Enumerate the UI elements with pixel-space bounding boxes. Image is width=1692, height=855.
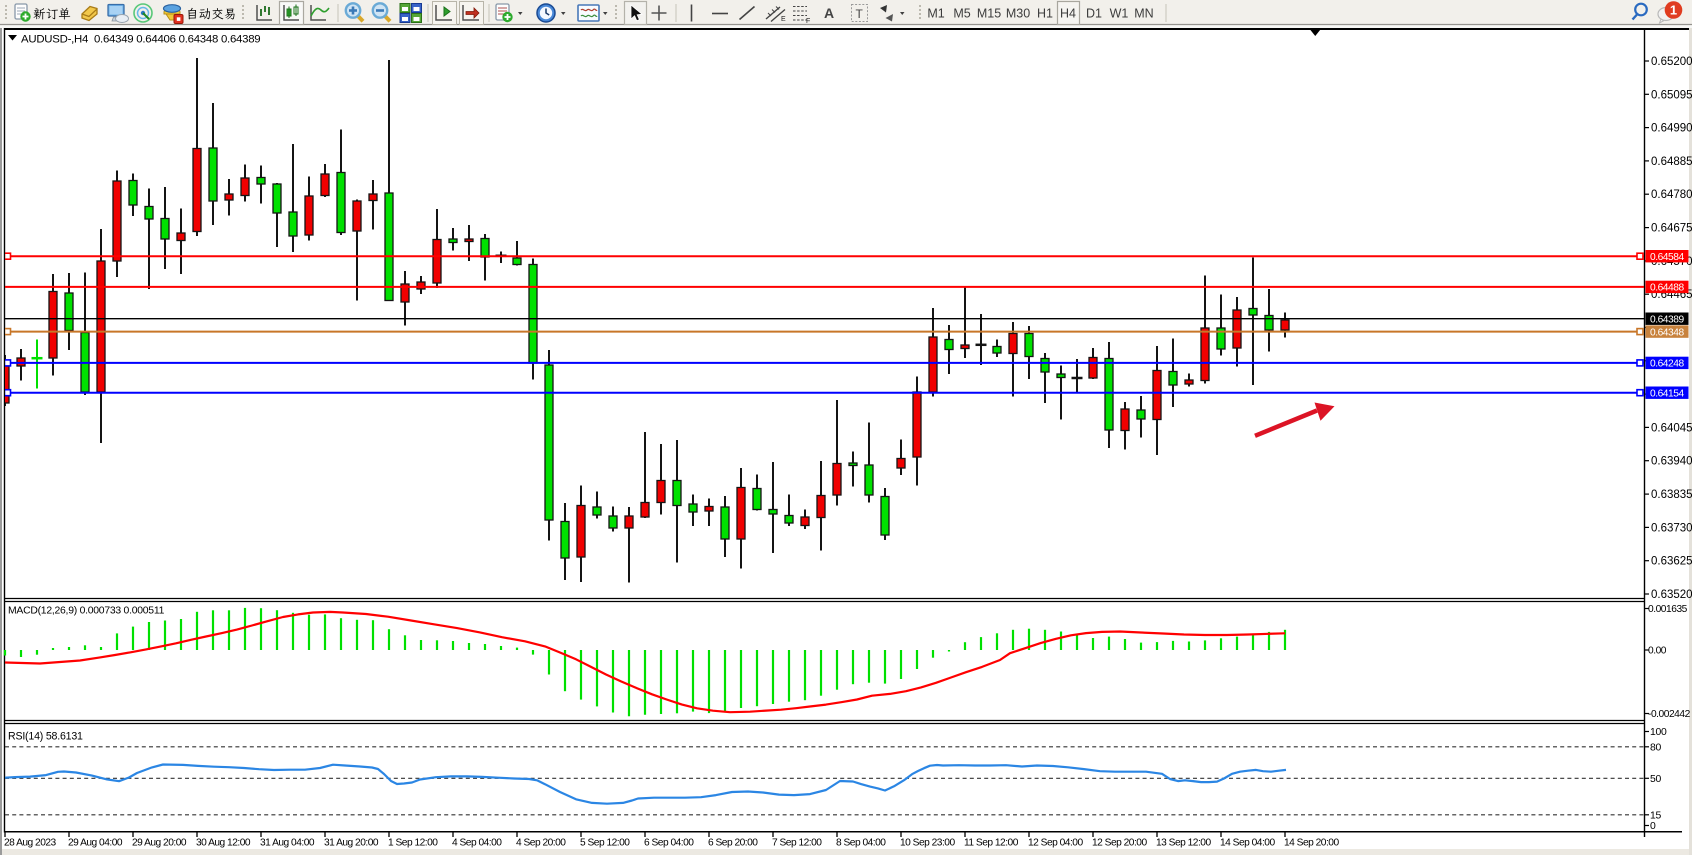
svg-text:0.64885: 0.64885 (1651, 156, 1692, 168)
svg-text:0.63520: 0.63520 (1651, 589, 1692, 601)
svg-text:0.64045: 0.64045 (1651, 422, 1692, 434)
svg-text:12 Sep 20:00: 12 Sep 20:00 (1092, 838, 1147, 849)
svg-text:12 Sep 04:00: 12 Sep 04:00 (1028, 838, 1083, 849)
svg-text:0.64348: 0.64348 (1650, 327, 1684, 338)
svg-text:15: 15 (1650, 810, 1661, 821)
svg-text:0.63835: 0.63835 (1651, 489, 1692, 501)
svg-text:F: F (806, 18, 810, 25)
svg-text:6 Sep 04:00: 6 Sep 04:00 (644, 838, 694, 849)
svg-text:0.64389: 0.64389 (1650, 315, 1684, 326)
svg-text:7 Sep 12:00: 7 Sep 12:00 (772, 838, 822, 849)
svg-text:E: E (781, 16, 786, 23)
svg-text:28 Aug 2023: 28 Aug 2023 (4, 838, 57, 849)
svg-text:T: T (856, 7, 864, 21)
svg-text:1 Sep 12:00: 1 Sep 12:00 (388, 838, 438, 849)
svg-text:D1: D1 (1086, 7, 1102, 21)
svg-text:5 Sep 12:00: 5 Sep 12:00 (580, 838, 630, 849)
svg-text:1: 1 (1670, 3, 1677, 18)
svg-text:-0.002442: -0.002442 (1648, 709, 1691, 720)
svg-text:H1: H1 (1037, 7, 1053, 21)
svg-text:13 Sep 12:00: 13 Sep 12:00 (1156, 838, 1211, 849)
svg-text:30 Aug 12:00: 30 Aug 12:00 (196, 838, 251, 849)
svg-text:10 Sep 23:00: 10 Sep 23:00 (900, 838, 955, 849)
svg-text:0.64154: 0.64154 (1650, 389, 1684, 400)
svg-text:11 Sep 12:00: 11 Sep 12:00 (964, 838, 1019, 849)
svg-text:6 Sep 20:00: 6 Sep 20:00 (708, 838, 758, 849)
svg-text:0: 0 (1650, 821, 1656, 832)
svg-text:14 Sep 20:00: 14 Sep 20:00 (1284, 838, 1339, 849)
svg-text:M1: M1 (927, 7, 944, 21)
svg-text:H4: H4 (1060, 7, 1076, 21)
svg-text:100: 100 (1650, 727, 1667, 738)
svg-text:29 Aug 20:00: 29 Aug 20:00 (132, 838, 187, 849)
svg-text:0.64675: 0.64675 (1651, 223, 1692, 235)
svg-text:MN: MN (1134, 7, 1153, 21)
svg-text:W1: W1 (1110, 7, 1129, 21)
svg-text:0.63940: 0.63940 (1651, 456, 1692, 468)
svg-text:RSI(14) 58.6131: RSI(14) 58.6131 (8, 731, 83, 743)
svg-text:0.001635: 0.001635 (1648, 604, 1688, 615)
svg-text:29 Aug 04:00: 29 Aug 04:00 (68, 838, 123, 849)
svg-text:0.64248: 0.64248 (1650, 359, 1684, 370)
svg-text:A: A (824, 5, 834, 21)
svg-text:M30: M30 (1006, 7, 1030, 21)
svg-text:M5: M5 (953, 7, 970, 21)
svg-text:0.64780: 0.64780 (1651, 189, 1692, 201)
svg-text:0.63625: 0.63625 (1651, 556, 1692, 568)
svg-text:M15: M15 (977, 7, 1001, 21)
svg-text:0.64584: 0.64584 (1650, 252, 1684, 263)
svg-text:0.64488: 0.64488 (1650, 283, 1684, 294)
svg-text:8 Sep 04:00: 8 Sep 04:00 (836, 838, 886, 849)
svg-text:0.64990: 0.64990 (1651, 123, 1692, 135)
svg-text:0.63730: 0.63730 (1651, 522, 1692, 534)
svg-text:AUDUSD-,H4 0.64349 0.64406 0.: AUDUSD-,H4 0.64349 0.64406 0.64348 0.643… (21, 34, 260, 46)
svg-text:31 Aug 04:00: 31 Aug 04:00 (260, 838, 315, 849)
svg-text:80: 80 (1650, 742, 1661, 753)
svg-text:0.65095: 0.65095 (1651, 89, 1692, 101)
svg-text:4 Sep 04:00: 4 Sep 04:00 (452, 838, 502, 849)
svg-text:50: 50 (1650, 774, 1661, 785)
svg-text:14 Sep 04:00: 14 Sep 04:00 (1220, 838, 1275, 849)
svg-text:0.65200: 0.65200 (1651, 56, 1692, 68)
svg-text:MACD(12,26,9) 0.000733 0.00051: MACD(12,26,9) 0.000733 0.000511 (8, 606, 165, 617)
svg-text:31 Aug 20:00: 31 Aug 20:00 (324, 838, 379, 849)
svg-text:4 Sep 20:00: 4 Sep 20:00 (516, 838, 566, 849)
svg-text:0.00: 0.00 (1648, 646, 1667, 657)
